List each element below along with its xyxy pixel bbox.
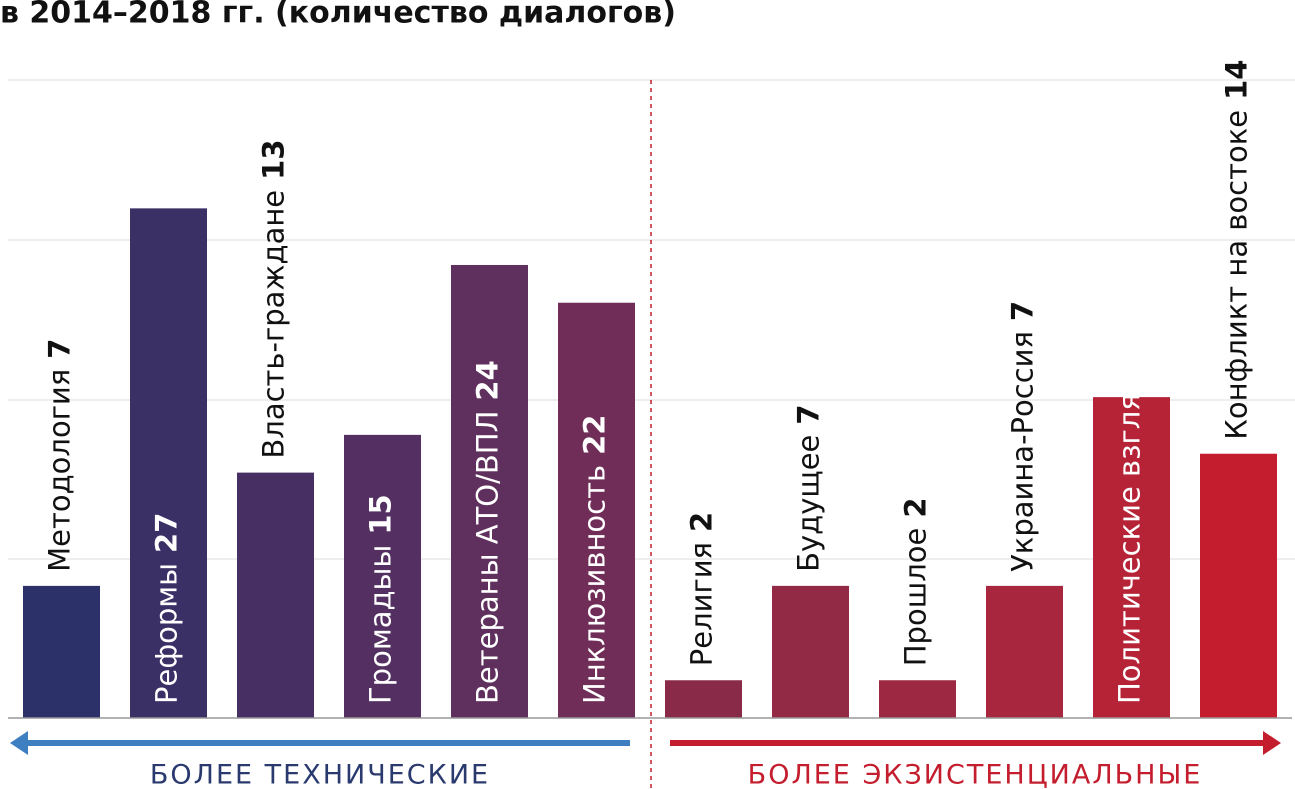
bar (665, 680, 742, 718)
category-label: Громадыы (364, 545, 398, 704)
bar-label: Прошлое 2 (899, 497, 933, 666)
bar (451, 264, 528, 718)
bar-label: Громадыы 15 (364, 494, 398, 704)
category-label: Конфликт на востоке (1220, 110, 1254, 440)
value-label: 14 (1220, 60, 1254, 100)
bar-label: Ветераны АТО/ВПЛ 24 (471, 360, 505, 704)
bar (772, 585, 849, 718)
bar (23, 585, 100, 718)
category-label: Инклюзивность (578, 465, 612, 704)
bar-label: Будущее 7 (792, 404, 826, 571)
value-label: 2 (685, 512, 719, 532)
value-label: 7 (792, 404, 826, 424)
category-label: Будущее (792, 435, 826, 572)
category-label: Ветераны АТО/ВПЛ (471, 411, 505, 704)
category-label: Религия (685, 542, 719, 666)
arrow-head (10, 731, 28, 755)
bar-label: Инклюзивность 22 (578, 415, 612, 704)
category-label: Украина-Россия (1006, 331, 1040, 572)
category-label: Власть-граждане (257, 190, 291, 459)
bar (1200, 453, 1277, 718)
bar-label: Религия 2 (685, 512, 719, 666)
value-label: 7 (43, 339, 77, 359)
value-label: 7 (1006, 301, 1040, 321)
chart-title: в 2014–2018 гг. (количество диалогов) (0, 0, 676, 31)
value-label: 15 (364, 494, 398, 534)
bar (344, 434, 421, 718)
bar-label: Политические взгляды 17 (1113, 300, 1147, 704)
arrow-head (1263, 731, 1281, 755)
value-label: 27 (150, 513, 184, 553)
group-label: БОЛЕЕ ЭКЗИСТЕНЦИАЛЬНЫЕ (748, 760, 1203, 789)
value-label: 13 (257, 139, 291, 179)
value-label: 24 (471, 360, 505, 400)
bar-label: Реформы 27 (150, 513, 184, 704)
bar-label: Украина-Россия 7 (1006, 301, 1040, 572)
category-label: Политические взгляды (1113, 350, 1147, 704)
bar (558, 302, 635, 718)
category-label: Реформы (150, 563, 184, 704)
category-label: Методология (43, 369, 77, 572)
bar-label: Методология 7 (43, 339, 77, 572)
bar-label: Власть-граждане 13 (257, 139, 291, 458)
value-label: 2 (899, 497, 933, 517)
value-label: 17 (1113, 300, 1147, 340)
bar (879, 680, 956, 718)
bar-label: Конфликт на востоке 14 (1220, 60, 1254, 440)
value-label: 22 (578, 415, 612, 455)
bar (1093, 397, 1170, 718)
category-label: Прошлое (899, 528, 933, 667)
group-label: БОЛЕЕ ТЕХНИЧЕСКИЕ (150, 760, 490, 789)
bar (986, 585, 1063, 718)
bar (130, 208, 207, 718)
bar (237, 472, 314, 718)
